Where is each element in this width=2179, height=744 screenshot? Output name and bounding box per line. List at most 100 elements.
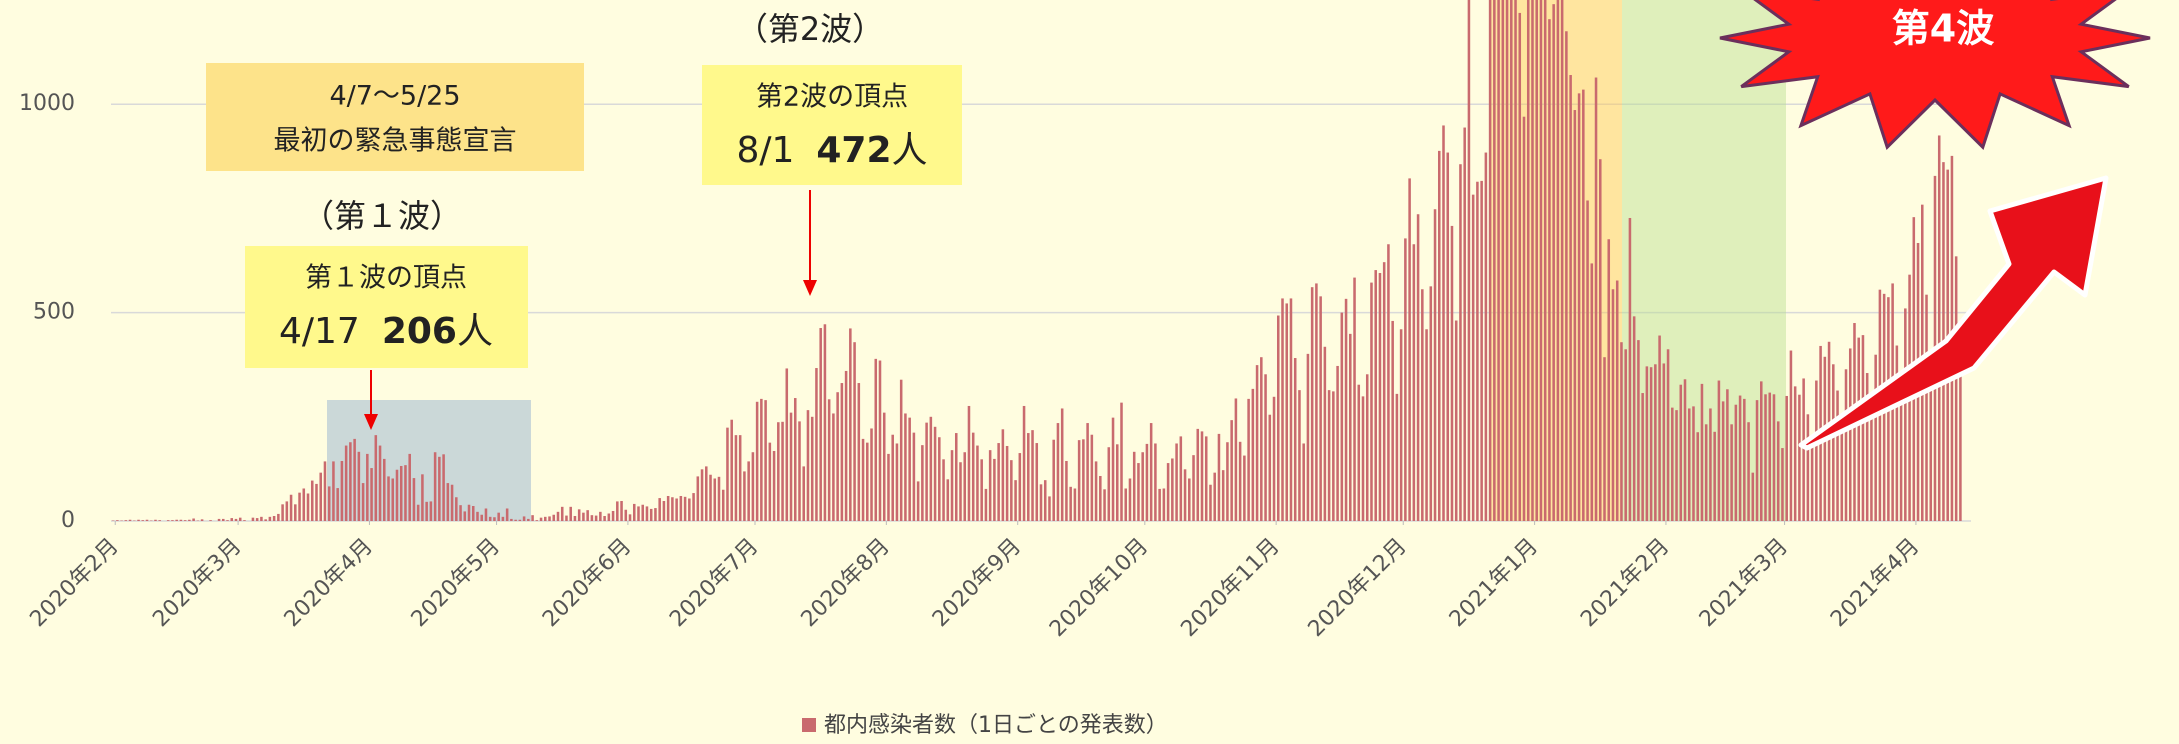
bar xyxy=(1802,378,1805,521)
bar xyxy=(879,361,882,521)
bar xyxy=(497,513,500,521)
bar xyxy=(1514,0,1517,521)
bar xyxy=(980,459,983,521)
bar xyxy=(913,433,916,521)
bar xyxy=(1290,298,1293,521)
bar xyxy=(1180,436,1183,521)
bar xyxy=(934,427,937,521)
bar xyxy=(332,461,335,521)
bar xyxy=(963,452,966,521)
annotation-text: 4/7～5/25 xyxy=(329,81,460,112)
bar xyxy=(586,510,589,521)
bar xyxy=(1591,263,1594,521)
bar xyxy=(1108,447,1111,521)
bar xyxy=(1052,440,1055,521)
bar xyxy=(1010,460,1013,521)
bar xyxy=(739,435,742,521)
bar xyxy=(1171,458,1174,521)
bar xyxy=(1900,393,1903,521)
bar xyxy=(235,519,238,521)
bar xyxy=(464,511,467,521)
annotation-text: （第2波） xyxy=(736,10,884,48)
bar xyxy=(764,400,767,521)
bar xyxy=(421,474,424,521)
bar xyxy=(1264,374,1267,521)
peak-date: 8/1 xyxy=(736,130,794,171)
bar xyxy=(447,483,450,521)
bar xyxy=(1023,406,1026,521)
bar xyxy=(1031,430,1034,521)
bar xyxy=(476,512,479,521)
bar xyxy=(442,454,445,521)
bar xyxy=(1455,321,1458,521)
bar xyxy=(192,518,195,521)
bar xyxy=(1065,461,1068,521)
bar xyxy=(1417,214,1420,521)
bar xyxy=(921,445,924,521)
bar xyxy=(201,519,204,521)
bar xyxy=(1518,13,1521,521)
bar xyxy=(1641,393,1644,521)
bar xyxy=(1209,485,1212,521)
bar xyxy=(1548,19,1551,521)
bar xyxy=(273,516,276,521)
bar xyxy=(290,495,293,521)
bar xyxy=(387,476,390,521)
bar xyxy=(1048,496,1051,521)
bar xyxy=(125,520,128,521)
bar xyxy=(417,505,420,521)
bar xyxy=(828,399,831,521)
bar xyxy=(311,481,314,521)
bar xyxy=(1680,385,1683,521)
bar xyxy=(1624,349,1627,521)
bar xyxy=(1616,281,1619,521)
bar xyxy=(1493,0,1496,521)
bar xyxy=(434,452,437,521)
bar xyxy=(862,439,865,521)
bar xyxy=(1552,4,1555,521)
bar xyxy=(1213,473,1216,521)
bar xyxy=(1247,399,1250,521)
bar xyxy=(1807,414,1810,521)
bar xyxy=(1196,429,1199,521)
bar xyxy=(989,450,992,521)
bar xyxy=(167,520,170,521)
bar xyxy=(637,506,640,521)
bar xyxy=(1383,262,1386,521)
bar xyxy=(1235,398,1238,521)
bar xyxy=(866,443,869,521)
bar xyxy=(1281,298,1284,521)
bar xyxy=(896,443,899,521)
legend-swatch xyxy=(802,718,816,732)
bar xyxy=(158,520,161,521)
bar xyxy=(1688,408,1691,521)
bar xyxy=(752,452,755,521)
bar xyxy=(362,483,365,521)
annotation-text: 4/17206人 xyxy=(279,311,493,352)
bar xyxy=(1446,153,1449,521)
bar xyxy=(175,520,178,521)
bar xyxy=(1061,408,1064,521)
bar xyxy=(1260,357,1263,521)
bar xyxy=(1497,0,1500,521)
bar xyxy=(697,476,700,521)
bar xyxy=(1035,443,1038,521)
bar xyxy=(1019,453,1022,521)
bar xyxy=(917,481,920,521)
bar xyxy=(743,471,746,521)
bar xyxy=(1569,75,1572,521)
bar xyxy=(1815,381,1818,521)
bar xyxy=(1175,443,1178,521)
bar xyxy=(1557,0,1560,521)
bar xyxy=(1362,396,1365,521)
bar xyxy=(1124,488,1127,521)
bar xyxy=(603,516,606,521)
bar xyxy=(1743,399,1746,521)
bar xyxy=(1057,423,1060,521)
bar xyxy=(286,501,289,521)
bar xyxy=(349,442,352,521)
bar xyxy=(379,446,382,521)
bar xyxy=(574,516,577,521)
bar xyxy=(531,515,534,521)
bar xyxy=(260,517,263,521)
